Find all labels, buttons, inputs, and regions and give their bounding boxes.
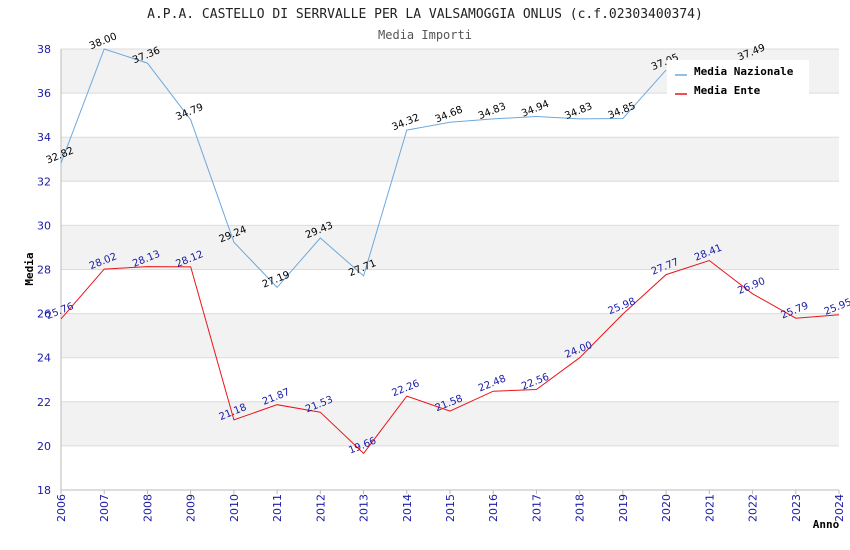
legend-entry: Media Nazionale [694, 65, 794, 78]
y-tick-label: 26 [37, 308, 51, 321]
x-tick-label: 2012 [314, 494, 327, 522]
plot-band [61, 93, 839, 138]
series-lines [60, 49, 840, 455]
x-tick-label: 2023 [790, 494, 803, 522]
plot-band [61, 181, 839, 226]
x-tick-label: 2024 [833, 494, 846, 522]
y-axis-ticks: 18 20 22 24 26 28 30 32 34 36 38 [37, 43, 51, 497]
y-tick-label: 34 [37, 131, 51, 144]
x-tick-label: 2014 [401, 494, 414, 522]
plot-band [61, 445, 839, 490]
y-tick-label: 32 [37, 175, 51, 188]
series-line-media-ente [60, 259, 840, 455]
plot-band [61, 313, 839, 358]
x-tick-label: 2007 [98, 494, 111, 522]
y-tick-label: 18 [37, 484, 51, 497]
x-tick-label: 2006 [55, 494, 68, 522]
x-tick-label: 2010 [228, 494, 241, 522]
plot-band [61, 269, 839, 314]
chart-title: A.P.A. CASTELLO DI SERRVALLE PER LA VALS… [147, 7, 703, 22]
x-tick-label: 2020 [660, 494, 673, 522]
y-axis-label: Media [23, 252, 36, 285]
x-tick-label: 2018 [574, 494, 587, 522]
plot-band [61, 357, 839, 402]
plot-band [61, 401, 839, 446]
plot-band [61, 137, 839, 182]
x-axis-label: Anno [813, 518, 840, 531]
y-tick-label: 22 [37, 396, 51, 409]
legend-entry: Media Ente [694, 84, 761, 97]
x-tick-label: 2008 [141, 494, 154, 522]
x-tick-label: 2019 [617, 494, 630, 522]
x-tick-label: 2009 [185, 494, 198, 522]
legend-box [667, 60, 809, 96]
plot-band [61, 225, 839, 270]
x-tick-label: 2011 [271, 494, 284, 522]
chart-subtitle: Media Importi [378, 28, 472, 42]
x-tick-label: 2021 [703, 494, 716, 522]
plot-bands [61, 49, 839, 490]
x-tick-label: 2022 [747, 494, 760, 522]
x-tick-label: 2015 [444, 494, 457, 522]
legend: Media Nazionale Media Ente [667, 60, 809, 97]
y-tick-label: 20 [37, 440, 51, 453]
y-tick-label: 28 [37, 264, 51, 277]
y-tick-label: 24 [37, 352, 51, 365]
x-axis-ticks: 2006 2007 2008 2009 2010 2011 2012 2013 2014 2015… [55, 490, 846, 522]
y-tick-label: 36 [37, 87, 51, 100]
y-tick-label: 30 [37, 219, 51, 232]
x-tick-label: 2013 [358, 494, 371, 522]
y-tick-label: 38 [37, 43, 51, 56]
x-tick-label: 2016 [487, 494, 500, 522]
x-tick-label: 2017 [530, 494, 543, 522]
